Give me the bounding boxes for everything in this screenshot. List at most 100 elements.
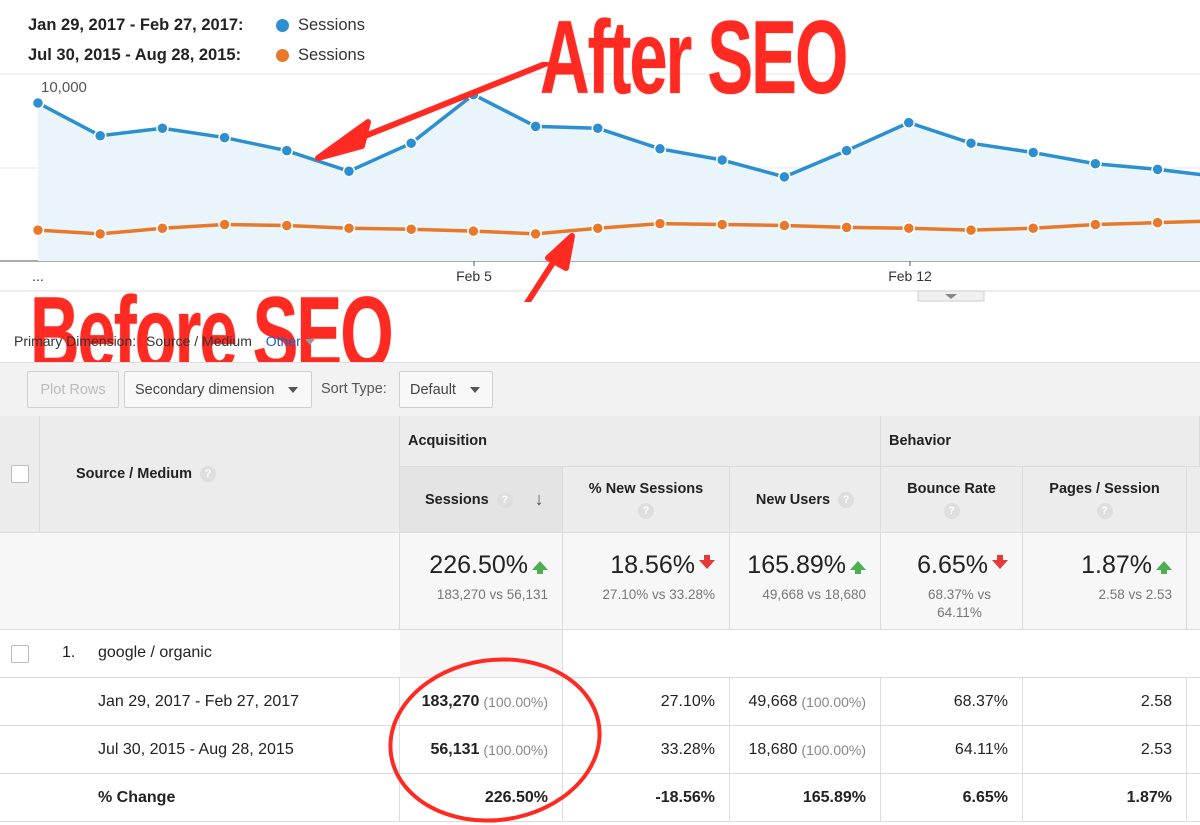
summary-compare: 2.58 vs 2.53 <box>1098 587 1172 602</box>
chevron-down-icon <box>288 386 299 393</box>
summary-bounce-rate: 6.65% 68.37% vs 64.11% <box>881 533 1023 630</box>
help-icon[interactable]: ? <box>496 491 513 508</box>
row-sessions: 183,270 (100.00%) <box>400 678 563 726</box>
data-point-current <box>342 164 356 178</box>
sessions-percent: (100.00%) <box>483 693 548 710</box>
data-point-previous <box>840 221 853 234</box>
row-new-users: 18,680 (100.00%) <box>730 726 881 774</box>
help-icon[interactable]: ? <box>1096 502 1113 519</box>
row-overflow <box>1187 774 1200 822</box>
legend-date-range: Jan 29, 2017 - Feb 27, 2017: <box>28 15 244 34</box>
row-overflow <box>1187 678 1200 726</box>
data-point-previous <box>467 224 480 238</box>
column-new-sessions[interactable]: % New Sessions? <box>563 467 730 533</box>
select-all-cell <box>0 416 40 533</box>
arrow-down-icon <box>992 555 1008 569</box>
data-point-previous <box>964 223 978 237</box>
sort-type-select[interactable]: Default <box>399 371 493 408</box>
data-point-current <box>1151 163 1164 176</box>
data-point-previous <box>1089 218 1102 231</box>
row-new-sessions: 33.28% <box>563 726 730 774</box>
data-point-previous <box>31 223 45 237</box>
annotation-arrowhead-after <box>315 119 371 161</box>
date-range-row-label: Jul 30, 2015 - Aug 28, 2015 <box>0 726 400 774</box>
summary-value: 226.50% <box>429 551 528 579</box>
row-source-medium[interactable]: google / organic <box>98 644 212 661</box>
data-point-current <box>31 96 45 110</box>
row-overflow <box>1187 726 1200 774</box>
data-point-previous <box>653 217 667 230</box>
table-toolbar: Plot Rows Secondary dimension Sort Type:… <box>0 362 1200 416</box>
change-new-sessions: -18.56% <box>563 774 730 822</box>
legend-dot-blue <box>276 18 289 32</box>
arrow-up-icon <box>1156 561 1172 574</box>
change-sessions: 226.50% <box>400 774 563 822</box>
column-sessions[interactable]: Sessions? ↓ <box>400 467 563 533</box>
summary-new-users: 165.89% 49,668 vs 18,680 <box>730 533 881 630</box>
row-new-users: 49,668 (100.00%) <box>730 678 881 726</box>
sessions-percent: (100.00%) <box>483 741 548 758</box>
select-all-checkbox[interactable] <box>11 465 29 483</box>
table-row[interactable]: 1. google / organic <box>0 630 400 678</box>
data-point-current <box>156 121 169 135</box>
summary-pages-session: 1.87% 2.58 vs 2.53 <box>1023 533 1187 630</box>
primary-dimension-other[interactable]: Other <box>265 333 301 349</box>
summary-compare: 27.10% vs 33.28% <box>602 587 715 602</box>
secondary-dimension-label: Secondary dimension <box>135 381 275 398</box>
sort-type-value: Default <box>410 381 456 398</box>
change-new-users: 165.89% <box>730 774 881 822</box>
row-sessions: 56,131 (100.00%) <box>400 726 563 774</box>
summary-value: 6.65% <box>917 551 988 579</box>
new-users-value: 18,680 <box>748 740 798 758</box>
primary-dimension-label: Primary Dimension: <box>14 333 137 349</box>
data-point-previous <box>280 219 294 232</box>
row-pages-session: 2.53 <box>1023 726 1187 774</box>
data-point-current <box>529 120 542 133</box>
data-point-current <box>840 144 853 157</box>
secondary-dimension-select[interactable]: Secondary dimension <box>124 371 312 408</box>
annotation-arrow-after <box>348 62 559 145</box>
legend-dot-orange <box>276 48 289 62</box>
chevron-down-icon <box>945 294 957 299</box>
column-pages-session-label: Pages / Session <box>1049 480 1160 497</box>
series-line-current <box>37 92 1200 179</box>
row-pages-session: 2.58 <box>1023 678 1187 726</box>
column-sessions-label: Sessions <box>425 491 489 508</box>
sort-type-label: Sort Type: <box>321 381 387 397</box>
data-point-previous <box>715 218 729 231</box>
summary-compare: 183,270 vs 56,131 <box>436 587 548 602</box>
summary-compare: 68.37% vs 64.11% <box>927 587 992 620</box>
summary-value: 18.56% <box>610 551 695 579</box>
data-point-previous <box>218 218 231 231</box>
row-checkbox[interactable] <box>11 645 29 663</box>
data-point-current <box>1089 157 1102 171</box>
chevron-down-icon[interactable] <box>304 339 315 346</box>
data-point-previous <box>93 227 107 241</box>
new-users-percent: (100.00%) <box>801 741 866 758</box>
y-tick-label: 10,000 <box>41 79 87 96</box>
data-point-previous <box>591 222 605 235</box>
annotation-arrowhead-before <box>545 233 575 271</box>
annotation-arrow-before <box>524 256 559 302</box>
sort-arrow-down-icon[interactable]: ↓ <box>534 489 544 509</box>
column-pages-session[interactable]: Pages / Session? <box>1023 467 1187 533</box>
series-area-current <box>38 94 1200 261</box>
data-point-current <box>1026 146 1040 159</box>
help-icon[interactable]: ? <box>200 466 217 482</box>
primary-dimension-option[interactable]: Source / Medium <box>146 333 252 349</box>
column-new-users[interactable]: New Users? <box>730 467 881 533</box>
data-point-current <box>591 121 605 135</box>
plot-rows-button[interactable]: Plot Rows <box>27 371 119 408</box>
dimension-header[interactable]: Source / Medium? <box>40 416 400 533</box>
data-point-current <box>653 142 667 156</box>
row-empty-cell <box>563 630 1200 678</box>
help-icon[interactable]: ? <box>638 502 654 519</box>
data-point-previous <box>404 222 418 236</box>
help-icon[interactable]: ? <box>838 491 855 508</box>
data-point-previous <box>156 222 169 235</box>
column-bounce-rate[interactable]: Bounce Rate? <box>881 467 1023 533</box>
help-icon[interactable]: ? <box>943 502 960 519</box>
data-point-previous <box>1151 216 1164 229</box>
data-point-previous <box>778 219 791 232</box>
